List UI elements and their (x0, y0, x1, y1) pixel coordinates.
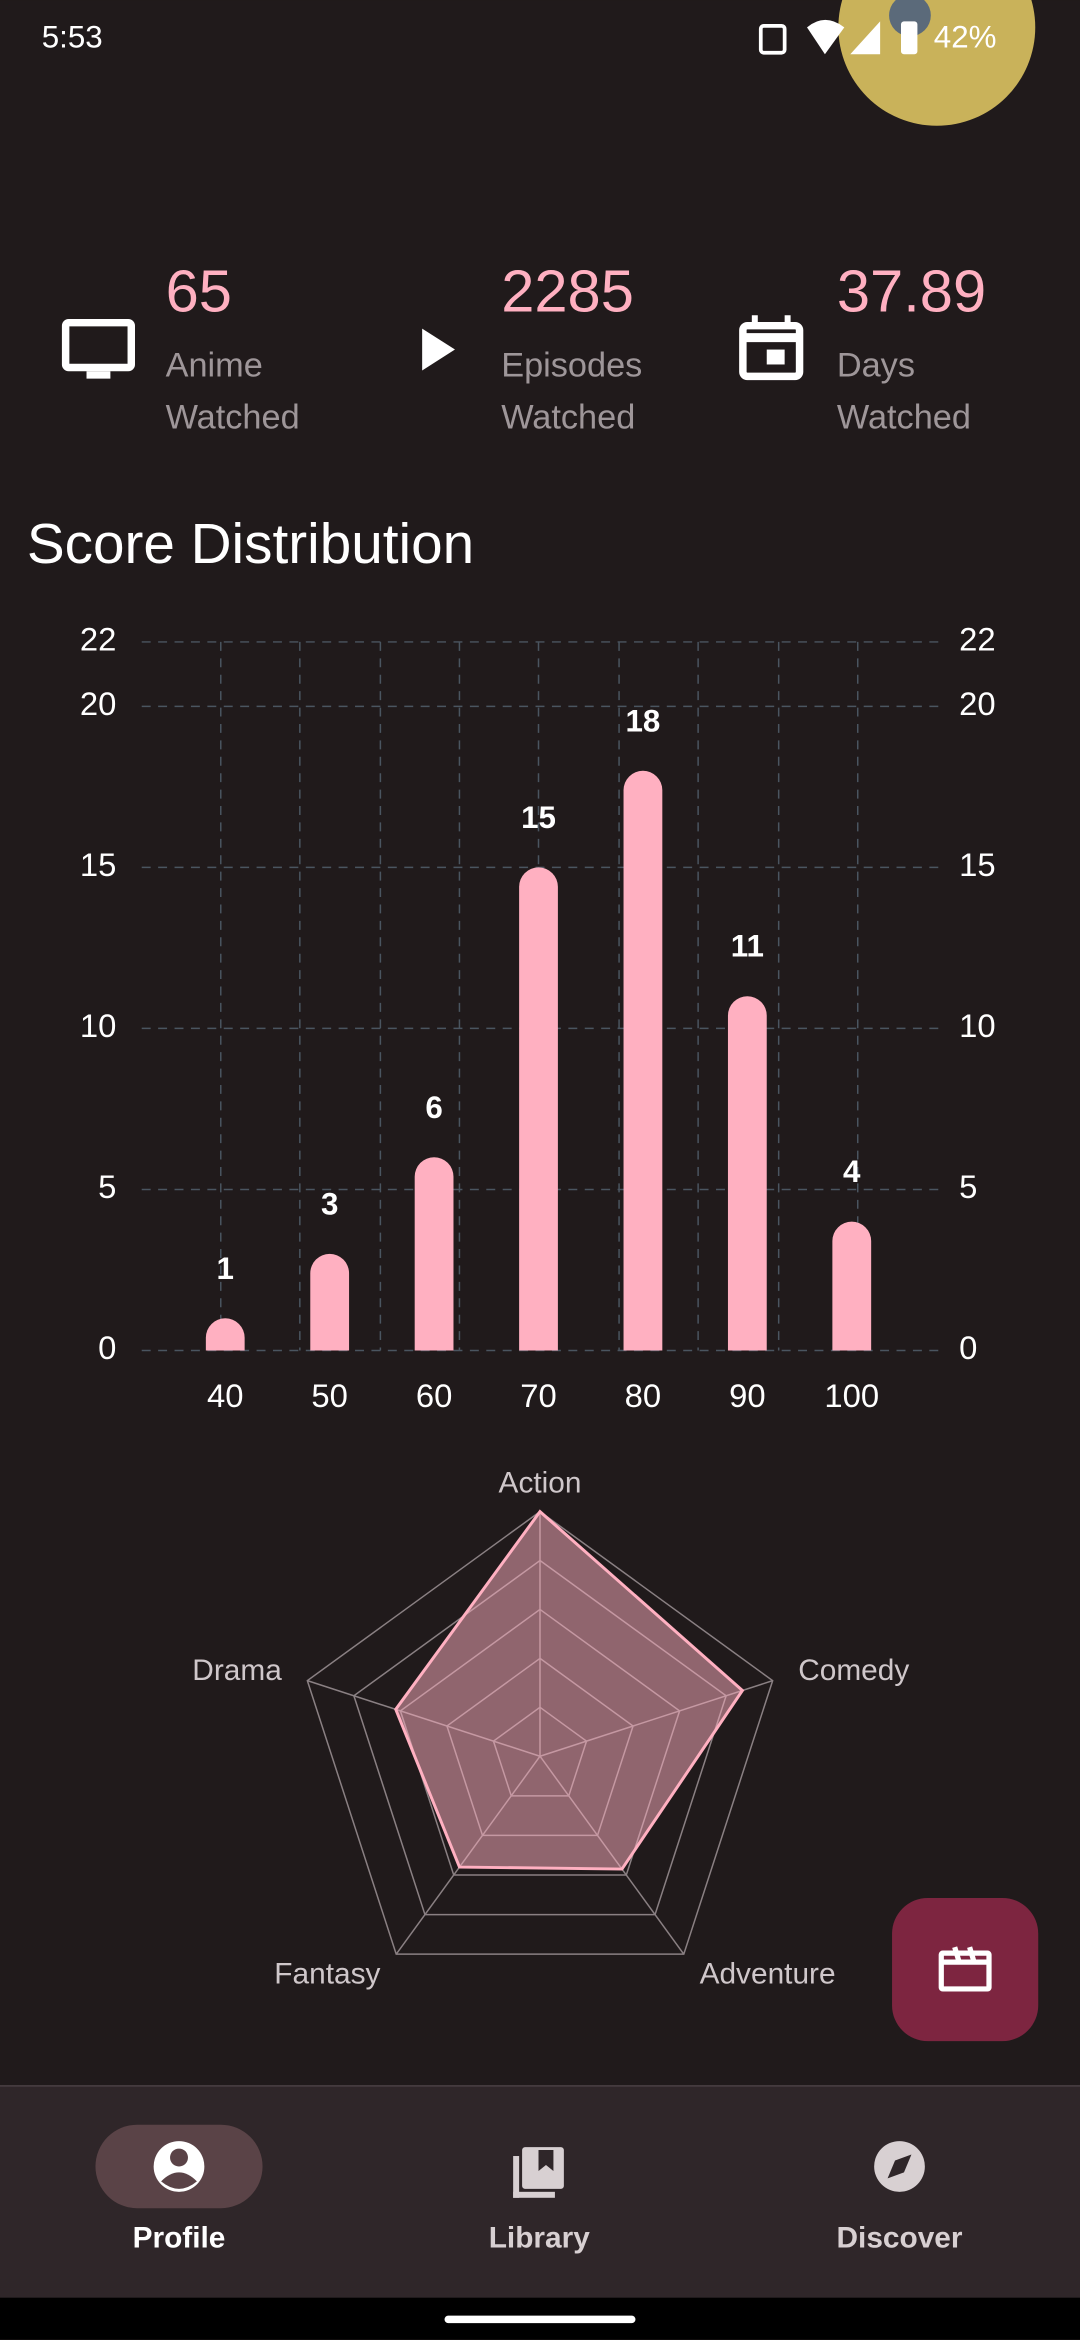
y2-tick-label: 0 (959, 1329, 977, 1366)
library-icon (513, 2147, 564, 2198)
x-tick-label: 60 (416, 1377, 452, 1414)
x-tick-label: 70 (520, 1377, 556, 1414)
x-tick-label: 90 (729, 1377, 765, 1414)
y-tick-label: 0 (98, 1329, 116, 1366)
avatar[interactable] (838, 0, 1036, 126)
play-icon (422, 328, 455, 371)
home-indicator (444, 2315, 636, 2324)
fab[interactable] (892, 1897, 1039, 2042)
stat-value: 2285 (501, 258, 634, 325)
radar-area (394, 1509, 745, 1871)
stat-label: Watched (501, 399, 635, 437)
calendar-icon (739, 315, 804, 381)
bar (310, 1253, 350, 1351)
y-tick-label: 5 (98, 1168, 116, 1205)
y-tick-label: 22 (80, 621, 116, 658)
x-tick-label: 80 (625, 1377, 661, 1414)
radar-label: Action (499, 1467, 582, 1500)
y-tick-label: 15 (80, 846, 116, 883)
nav-label[interactable]: Library (489, 2221, 591, 2254)
discover-icon (874, 2141, 925, 2192)
fab-icon (938, 1946, 992, 1992)
y-tick-label: 20 (80, 685, 116, 722)
x-tick-label: 40 (207, 1377, 243, 1414)
y2-tick-label: 20 (959, 685, 995, 722)
value-label: 4 (843, 1154, 861, 1189)
value-label: 3 (321, 1186, 338, 1221)
section-title: Score Distribution (27, 513, 474, 576)
value-label: 11 (731, 929, 764, 964)
stat-label: Watched (166, 399, 300, 437)
bar (205, 1318, 245, 1351)
value-label: 18 (626, 703, 661, 738)
vertical-grid (220, 641, 859, 1351)
battery-icon (900, 21, 918, 55)
stat-label: Anime (166, 347, 263, 385)
nav-label[interactable]: Discover (836, 2221, 962, 2254)
stat-label: Episodes (501, 347, 642, 385)
nav-label[interactable]: Profile (133, 2221, 226, 2254)
battery-text: 42% (934, 20, 997, 55)
radar-label: Fantasy (274, 1958, 380, 1991)
value-label: 1 (217, 1251, 234, 1286)
y-tick-label: 10 (80, 1007, 116, 1044)
wifi-icon (807, 19, 845, 55)
bar (727, 996, 767, 1351)
value-label: 15 (521, 800, 556, 835)
radar-ring (306, 1510, 774, 1955)
x-tick-label: 50 (311, 1377, 347, 1414)
stat-label: Watched (837, 399, 971, 437)
stat-label: Days (837, 347, 915, 385)
bar (519, 867, 558, 1351)
y2-tick-label: 15 (959, 846, 995, 883)
avatar-detail (889, 0, 931, 37)
y2-tick-label: 10 (959, 1007, 995, 1044)
value-label: 6 (425, 1090, 442, 1125)
stat-value: 37.89 (837, 258, 986, 325)
x-tick-label: 100 (824, 1377, 879, 1414)
bar (414, 1157, 454, 1351)
tv-icon (61, 318, 135, 379)
signal-icon (850, 21, 881, 55)
radar-label: Comedy (798, 1654, 909, 1687)
y2-tick-label: 5 (959, 1168, 977, 1205)
vibrate-icon (758, 23, 787, 55)
y2-tick-label: 22 (959, 621, 995, 658)
radar-label: Adventure (700, 1958, 836, 1991)
status-time: 5:53 (42, 20, 103, 55)
stat-value: 65 (166, 258, 232, 325)
bar (832, 1221, 872, 1351)
bar (623, 770, 663, 1351)
radar-label: Drama (192, 1654, 282, 1687)
profile-icon (153, 2141, 205, 2192)
